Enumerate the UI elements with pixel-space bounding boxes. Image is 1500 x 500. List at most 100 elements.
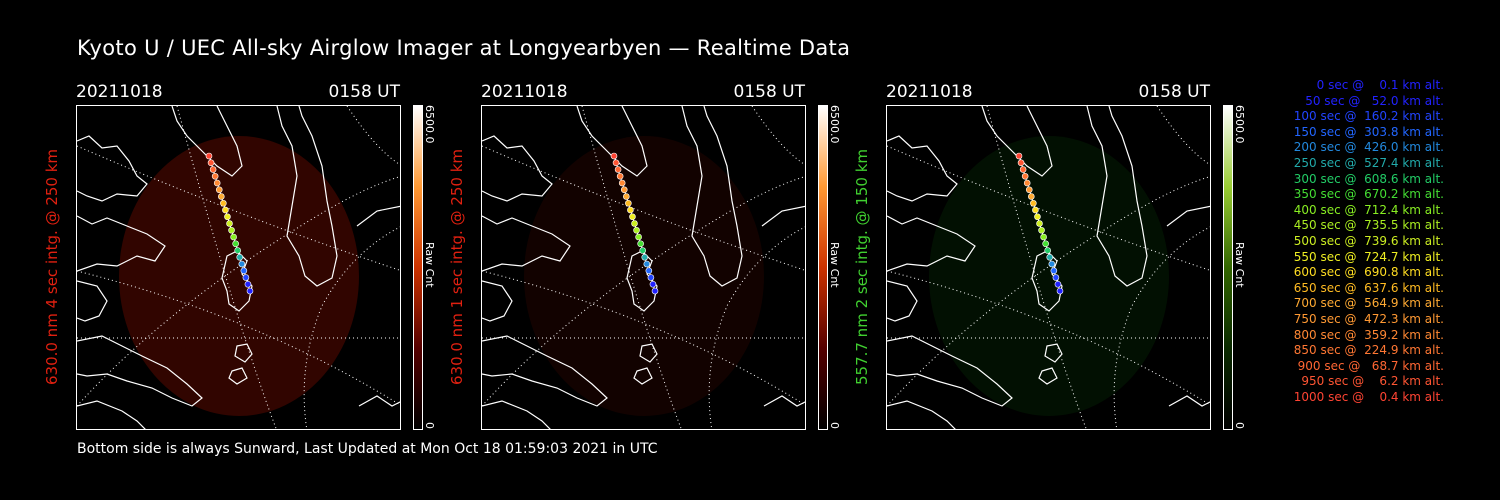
coastline [482, 215, 571, 272]
trajectory-point [1032, 206, 1039, 214]
trajectory-point [620, 186, 628, 194]
coastline [887, 280, 918, 322]
sky-map-svg [77, 106, 400, 429]
trajectory-point [631, 220, 638, 227]
trajectory-point [1023, 179, 1031, 187]
trajectory-point [639, 247, 646, 254]
trajectory-point [1034, 213, 1041, 221]
legend-entry: 900 sec @ 68.7 km alt. [1293, 358, 1444, 373]
trajectory-point [242, 274, 250, 281]
coastline [1031, 250, 1063, 312]
lat-lon-grid-line [176, 106, 277, 429]
coastline [276, 106, 338, 287]
legend-entry: 550 sec @ 724.7 km alt. [1289, 249, 1444, 264]
sky-map-svg [887, 106, 1210, 429]
imager-panel-3: 20211018 0158 UT 557.7 nm 2 sec intg. @ 15… [853, 82, 1246, 430]
trajectory-point [1028, 193, 1035, 200]
panel-time: 0158 UT [328, 82, 401, 102]
trajectory-point [614, 166, 622, 173]
imager-panel-2: 20211018 0158 UT 630.0 nm 1 sec intg. @ 25… [448, 82, 841, 430]
trajectory-point [1048, 260, 1056, 268]
coastline [633, 367, 653, 385]
trajectory-point [246, 287, 254, 295]
legend-entry: 50 sec @ 52.0 km alt. [1297, 93, 1444, 108]
imager-panel-1: 20211018 0158 UT 630.0 nm 4 sec intg. @ 25… [43, 82, 436, 430]
panel-date: 20211018 [481, 82, 568, 102]
trajectory-point [618, 179, 626, 187]
lat-lon-grid-line [751, 106, 805, 166]
trajectory-point [228, 226, 235, 234]
airglow-field [524, 136, 764, 416]
legend-entry: 700 sec @ 564.9 km alt. [1289, 296, 1444, 311]
trajectory-point [1017, 159, 1025, 167]
lat-lon-grid-line [887, 270, 1210, 406]
lat-lon-grid-line [77, 270, 400, 406]
legend-entry: 750 sec @ 472.3 km alt. [1289, 311, 1444, 326]
trajectory-point [645, 267, 653, 275]
coastline [887, 135, 958, 202]
coastline [482, 400, 551, 429]
lat-lon-grid-line [986, 106, 1087, 429]
trajectory-point [211, 172, 219, 180]
legend-entry: 600 sec @ 690.8 km alt. [1289, 265, 1444, 280]
colorbar [413, 105, 423, 430]
coastline [482, 335, 608, 407]
trajectory-point [1052, 274, 1060, 281]
coastline [1168, 395, 1210, 407]
legend-entry: 150 sec @ 303.8 km alt. [1289, 124, 1444, 139]
coastline [763, 395, 805, 407]
coastline [761, 205, 805, 227]
colorbar [818, 105, 828, 430]
trajectory-point [220, 199, 227, 207]
sky-map-svg [482, 106, 805, 429]
page-title: Kyoto U / UEC All-sky Airglow Imager at … [77, 36, 851, 60]
lat-lon-grid-line [346, 106, 400, 166]
trajectory-point [1030, 199, 1037, 207]
legend-entry: 300 sec @ 608.6 km alt. [1289, 171, 1444, 186]
coastline [1038, 367, 1058, 385]
coastline [482, 135, 553, 202]
coastline [77, 335, 203, 407]
trajectory-point [649, 280, 657, 288]
trajectory-point [205, 152, 213, 160]
trajectory-point [226, 220, 233, 227]
trajectory-point [1044, 247, 1051, 254]
coastline [221, 250, 253, 312]
legend-entry: 250 sec @ 527.4 km alt. [1289, 155, 1444, 170]
coastline [482, 280, 513, 322]
footer-status: Bottom side is always Sunward, Last Upda… [77, 441, 658, 457]
coastline [77, 400, 146, 429]
trajectory-point [647, 274, 655, 281]
trajectory-point [213, 179, 221, 187]
coastline [626, 250, 658, 312]
coastline [171, 106, 243, 177]
trajectory-point [1050, 267, 1058, 275]
trajectory-point [610, 152, 618, 160]
trajectory-point [209, 166, 217, 173]
trajectory-point [1054, 280, 1062, 288]
coastline [228, 367, 248, 385]
trajectory-point [236, 253, 244, 261]
trajectory-point [627, 206, 634, 214]
trajectory-point [1015, 152, 1023, 160]
airglow-field [929, 136, 1169, 416]
trajectory-point [240, 267, 248, 275]
trajectory-point [1042, 240, 1049, 248]
legend-entry: 350 sec @ 670.2 km alt. [1289, 187, 1444, 202]
trajectory-point [224, 213, 231, 221]
coastline [576, 106, 648, 177]
all-sky-image [76, 105, 401, 430]
trajectory-point [215, 186, 223, 194]
coastline [1086, 106, 1148, 287]
trajectory-point [1019, 166, 1027, 173]
coastline [887, 215, 976, 272]
trajectory-point [635, 233, 642, 241]
coastline [1044, 343, 1063, 363]
trajectory-point [1021, 172, 1029, 180]
trajectory-point [230, 233, 237, 241]
trajectory-point [629, 213, 636, 221]
panel-time: 0158 UT [1138, 82, 1211, 102]
legend-entry: 200 sec @ 426.0 km alt. [1289, 140, 1444, 155]
coastline [77, 215, 166, 272]
airglow-field [119, 136, 359, 416]
